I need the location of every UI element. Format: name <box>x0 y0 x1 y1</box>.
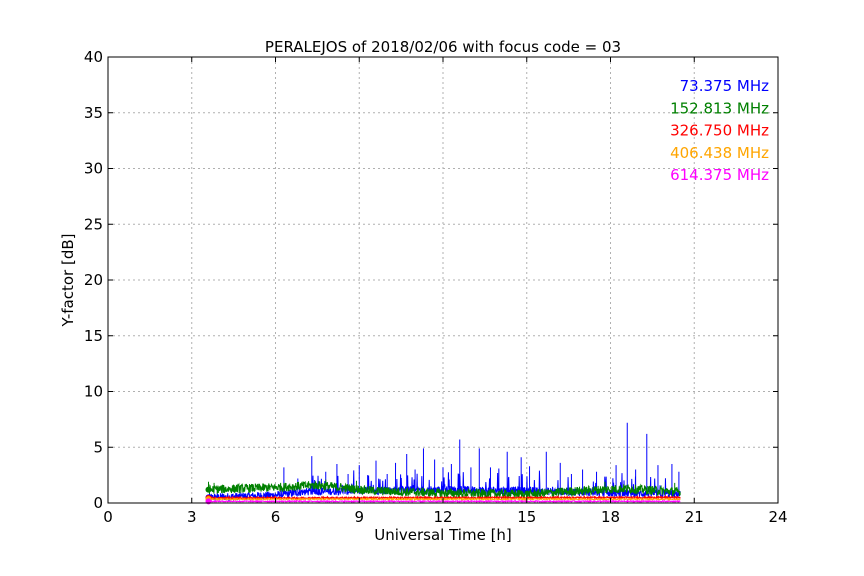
y-tick-label: 0 <box>93 494 103 512</box>
y-tick-label: 40 <box>84 48 103 66</box>
legend-entry: 614.375 MHz <box>670 166 769 184</box>
series-line <box>208 479 681 499</box>
x-tick-label: 9 <box>354 508 364 526</box>
series-line <box>208 496 681 502</box>
legend-entry: 326.750 MHz <box>670 122 769 140</box>
legend-entry: 73.375 MHz <box>680 77 769 95</box>
x-tick-label: 18 <box>601 508 620 526</box>
x-tick-label: 21 <box>685 508 704 526</box>
y-tick-label: 10 <box>84 383 103 401</box>
x-tick-label: 6 <box>271 508 281 526</box>
y-tick-label: 35 <box>84 104 103 122</box>
legend-entry: 406.438 MHz <box>670 144 769 162</box>
y-tick-label: 20 <box>84 271 103 289</box>
legend: 73.375 MHz 152.813 MHz 326.750 MHz 406.438 … <box>670 77 769 184</box>
x-tick-label: 0 <box>103 508 113 526</box>
legend-entry: 152.813 MHz <box>670 99 769 117</box>
x-axis-label: Universal Time [h] <box>374 526 512 544</box>
x-tick-label: 15 <box>517 508 536 526</box>
series-layer <box>205 422 681 505</box>
series-start-marker <box>205 486 212 493</box>
x-tick-label: 24 <box>768 508 787 526</box>
x-tick-label: 3 <box>187 508 197 526</box>
y-axis-label: Y-factor [dB] <box>59 233 77 327</box>
series-line <box>208 499 681 504</box>
chart-title: PERALEJOS of 2018/02/06 with focus code … <box>265 38 621 56</box>
ticks: 0 3 6 9 12 15 18 21 24 0 5 10 15 20 25 30 35 40 <box>84 48 788 526</box>
y-tick-label: 25 <box>84 215 103 233</box>
grid <box>108 57 778 503</box>
x-tick-label: 12 <box>433 508 452 526</box>
y-tick-label: 5 <box>93 438 103 456</box>
y-tick-label: 15 <box>84 327 103 345</box>
y-tick-label: 30 <box>84 160 103 178</box>
